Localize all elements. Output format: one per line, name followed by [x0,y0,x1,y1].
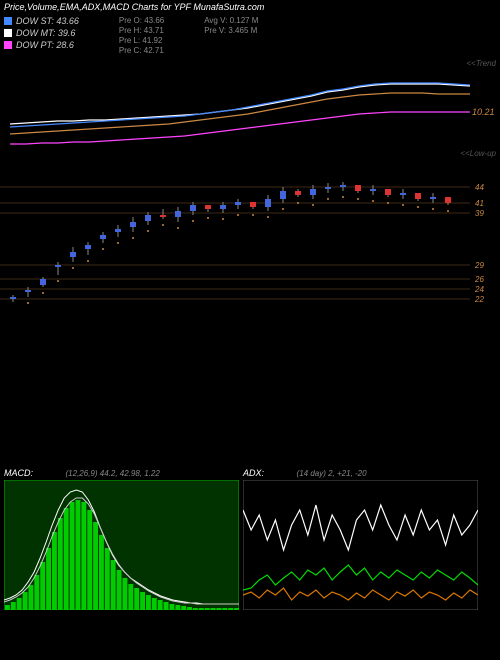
macd-params: (12,26,9) 44.2, 42.98, 1.22 [66,469,160,478]
macd-panel: MACD: (12,26,9) 44.2, 42.98, 1.22 [4,466,239,610]
adx-title: ADX: [243,468,264,478]
header-stats: DOW ST: 43.66DOW MT: 39.6DOW PT: 28.6 Pr… [0,14,500,57]
svg-text:29: 29 [474,261,484,270]
price-panel-label: <<Low-up [460,149,496,158]
spacer [0,307,500,462]
svg-text:39: 39 [475,209,484,218]
indicator-row: MACD: (12,26,9) 44.2, 42.98, 1.22 ADX: (… [0,462,500,614]
legend: DOW ST: 43.66DOW MT: 39.6DOW PT: 28.6 [4,16,79,55]
svg-text:22: 22 [474,295,484,304]
adx-params: (14 day) 2, +21, -20 [297,469,367,478]
svg-text:24: 24 [474,285,484,294]
svg-text:41: 41 [475,199,484,208]
adx-chart [243,480,478,610]
candlestick-chart: 44 4139 29 262422 [0,147,500,307]
ohlc-stats: Pre O: 43.66Pre H: 43.71Pre L: 41.92Pre … [119,16,164,55]
volume-stats: Avg V: 0.127 MPre V: 3.465 M [204,16,258,55]
macd-title: MACD: [4,468,33,478]
adx-panel: ADX: (14 day) 2, +21, -20 [243,466,478,610]
trend-chart: 10.21 [0,57,500,147]
chart-title: Price,Volume,EMA,ADX,MACD Charts for YPF… [0,0,500,14]
svg-text:26: 26 [474,275,484,284]
price-panel: <<Low-up 44 4139 29 262422 [0,147,500,307]
svg-text:10.21: 10.21 [472,107,495,117]
trend-panel-label: <<Trend [466,59,496,68]
macd-chart [4,480,239,610]
trend-panel: <<Trend 10.21 [0,57,500,147]
svg-text:44: 44 [475,183,484,192]
